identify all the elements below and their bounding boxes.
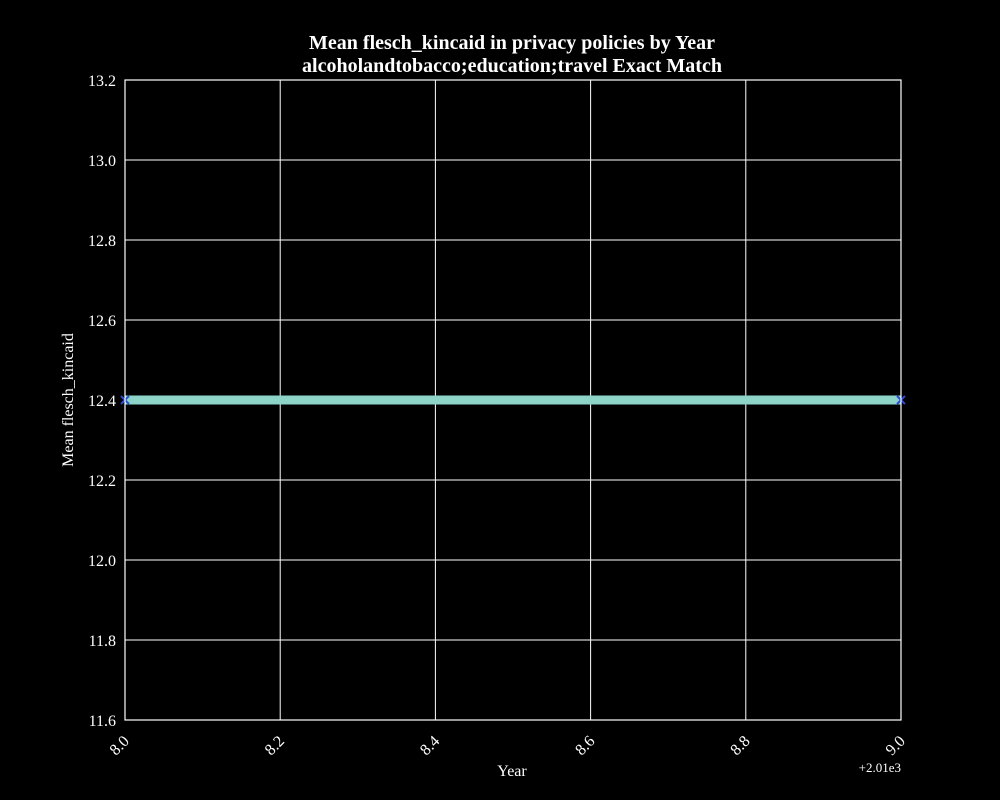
y-tick-label: 12.6: [88, 313, 116, 330]
y-tick-label: 12.8: [88, 233, 116, 250]
chart-title-line-2: alcoholandtobacco;education;travel Exact…: [302, 55, 722, 77]
x-axis-offset-label: +2.01e3: [859, 760, 901, 775]
x-axis-label: Year: [497, 763, 527, 780]
chart-title-line-1: Mean flesch_kincaid in privacy policies …: [309, 32, 715, 54]
y-tick-label: 13.2: [88, 73, 116, 90]
plot-frame: [124, 79, 902, 721]
y-tick-label: 11.6: [89, 713, 116, 730]
y-tick-label: 13.0: [88, 153, 116, 170]
y-tick-label: 12.0: [88, 553, 116, 570]
y-tick-label: 12.2: [88, 473, 116, 490]
series-layer: [120, 395, 906, 405]
y-tick-label: 11.8: [89, 633, 116, 650]
y-axis-ticks: 11.6 11.8 12.0 12.2 12.4 12.6 12.8 13.0 13.2: [88, 73, 116, 730]
y-tick-label: 12.4: [88, 393, 116, 410]
y-axis-label: Mean flesch_kincaid: [60, 333, 77, 467]
